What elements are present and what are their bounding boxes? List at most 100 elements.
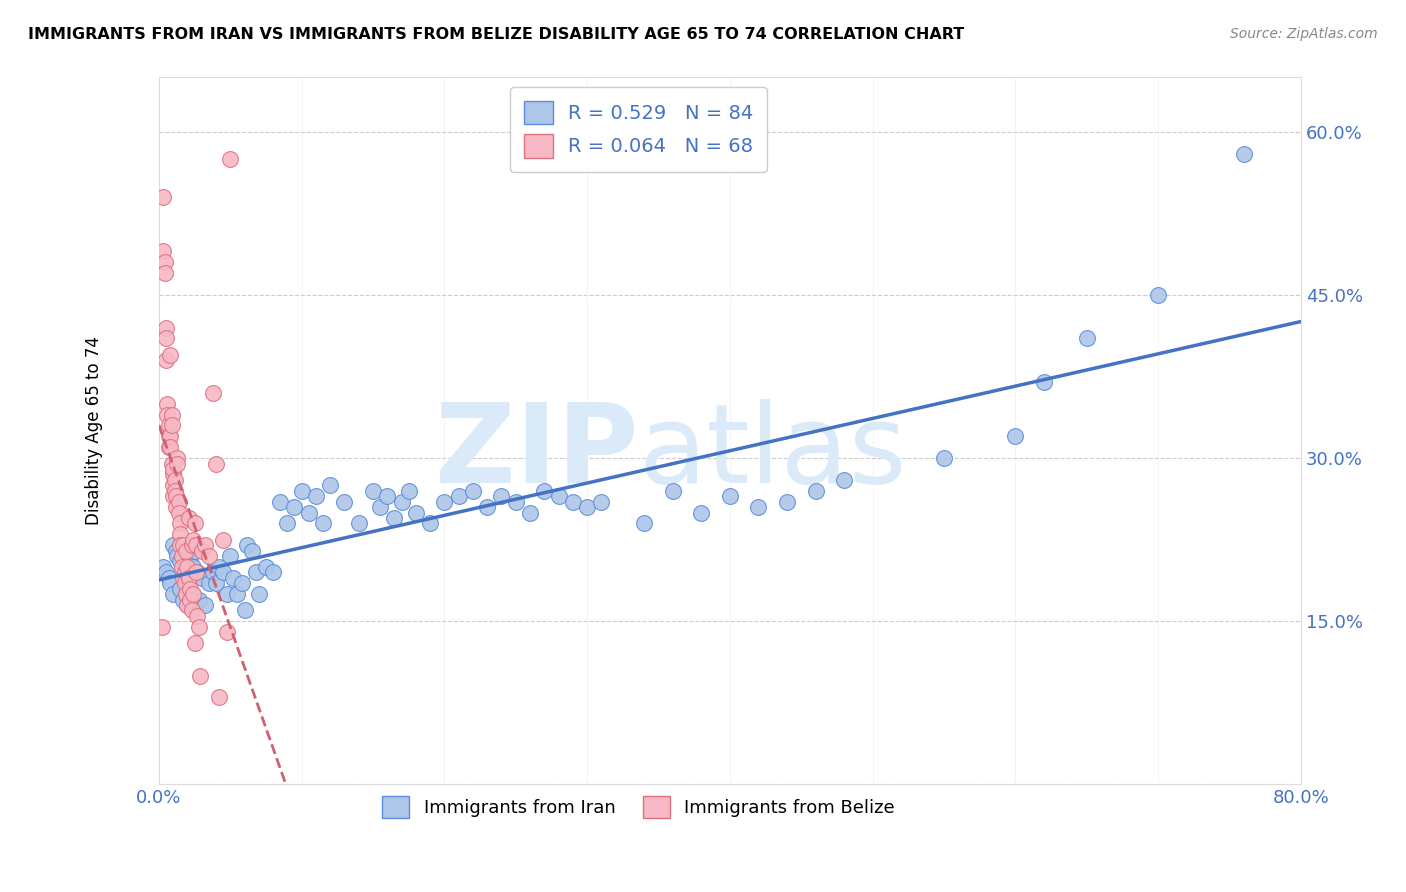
Point	[150, 620, 173, 634]
Point	[319, 478, 342, 492]
Point	[254, 560, 277, 574]
Point	[591, 494, 613, 508]
Point	[172, 592, 194, 607]
Point	[375, 489, 398, 503]
Point	[205, 576, 228, 591]
Point	[231, 576, 253, 591]
Point	[491, 489, 513, 503]
Point	[222, 571, 245, 585]
Text: ZIP: ZIP	[434, 399, 638, 506]
Point	[533, 483, 555, 498]
Text: atlas: atlas	[638, 399, 907, 506]
Point	[247, 587, 270, 601]
Point	[174, 543, 197, 558]
Text: Source: ZipAtlas.com: Source: ZipAtlas.com	[1230, 27, 1378, 41]
Point	[312, 516, 335, 531]
Point	[519, 506, 541, 520]
Point	[169, 538, 191, 552]
Point	[832, 473, 855, 487]
Point	[217, 625, 239, 640]
Point	[747, 500, 769, 514]
Point	[183, 516, 205, 531]
Point	[477, 500, 499, 514]
Point	[1076, 331, 1098, 345]
Point	[180, 587, 202, 601]
Point	[391, 494, 413, 508]
Point	[177, 549, 200, 563]
Point	[162, 478, 184, 492]
Point	[347, 516, 370, 531]
Point	[152, 560, 174, 574]
Point	[172, 538, 194, 552]
Point	[180, 603, 202, 617]
Point	[160, 408, 183, 422]
Point	[190, 543, 212, 558]
Point	[163, 473, 186, 487]
Point	[202, 566, 225, 580]
Point	[169, 516, 191, 531]
Point	[190, 571, 212, 585]
Point	[205, 457, 228, 471]
Point	[186, 608, 208, 623]
Point	[153, 255, 176, 269]
Point	[157, 571, 180, 585]
Y-axis label: Disability Age 65 to 74: Disability Age 65 to 74	[86, 336, 103, 525]
Point	[633, 516, 655, 531]
Point	[176, 598, 198, 612]
Point	[461, 483, 484, 498]
Point	[159, 576, 181, 591]
Point	[173, 566, 195, 580]
Point	[368, 500, 391, 514]
Point	[155, 331, 177, 345]
Point	[690, 506, 713, 520]
Point	[165, 500, 187, 514]
Point	[159, 440, 181, 454]
Point	[165, 543, 187, 558]
Point	[276, 516, 298, 531]
Point	[165, 489, 187, 503]
Point	[160, 457, 183, 471]
Point	[167, 506, 190, 520]
Point	[1147, 288, 1170, 302]
Point	[187, 620, 209, 634]
Point	[169, 527, 191, 541]
Point	[162, 462, 184, 476]
Point	[169, 582, 191, 596]
Point	[181, 533, 204, 547]
Point	[184, 538, 207, 552]
Point	[174, 587, 197, 601]
Point	[156, 408, 179, 422]
Point	[155, 320, 177, 334]
Text: IMMIGRANTS FROM IRAN VS IMMIGRANTS FROM BELIZE DISABILITY AGE 65 TO 74 CORRELATI: IMMIGRANTS FROM IRAN VS IMMIGRANTS FROM …	[28, 27, 965, 42]
Point	[219, 549, 242, 563]
Point	[179, 582, 201, 596]
Point	[163, 483, 186, 498]
Point	[212, 533, 235, 547]
Point	[162, 538, 184, 552]
Point	[208, 690, 231, 705]
Point	[177, 511, 200, 525]
Point	[333, 494, 356, 508]
Point	[153, 266, 176, 280]
Point	[662, 483, 685, 498]
Point	[176, 598, 198, 612]
Point	[291, 483, 314, 498]
Point	[776, 494, 799, 508]
Point	[176, 560, 198, 574]
Point	[160, 418, 183, 433]
Point	[298, 506, 321, 520]
Point	[405, 506, 427, 520]
Point	[159, 429, 181, 443]
Point	[155, 353, 177, 368]
Point	[181, 560, 204, 574]
Point	[156, 397, 179, 411]
Point	[202, 385, 225, 400]
Point	[1004, 429, 1026, 443]
Point	[157, 429, 180, 443]
Point	[181, 587, 204, 601]
Point	[183, 543, 205, 558]
Point	[217, 587, 239, 601]
Point	[198, 549, 221, 563]
Point	[1233, 146, 1256, 161]
Point	[262, 566, 284, 580]
